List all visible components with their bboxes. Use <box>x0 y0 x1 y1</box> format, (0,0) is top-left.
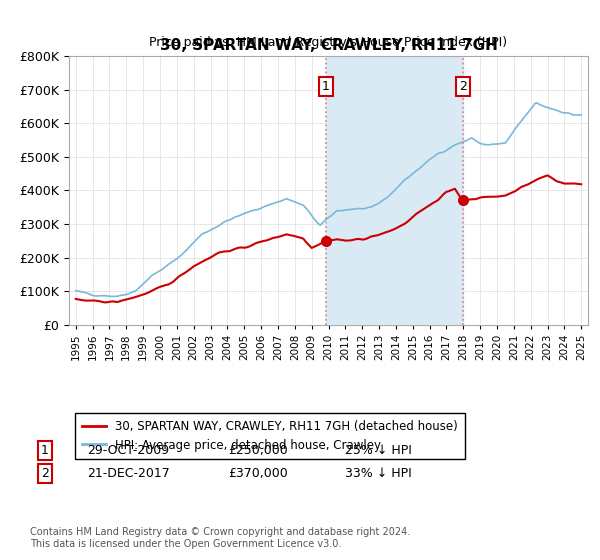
Text: 2: 2 <box>41 466 49 480</box>
Text: Contains HM Land Registry data © Crown copyright and database right 2024.
This d: Contains HM Land Registry data © Crown c… <box>30 527 410 549</box>
Title: 30, SPARTAN WAY, CRAWLEY, RH11 7GH: 30, SPARTAN WAY, CRAWLEY, RH11 7GH <box>160 39 497 53</box>
Legend: 30, SPARTAN WAY, CRAWLEY, RH11 7GH (detached house), HPI: Average price, detache: 30, SPARTAN WAY, CRAWLEY, RH11 7GH (deta… <box>75 413 465 459</box>
Text: £370,000: £370,000 <box>228 466 288 480</box>
Text: £250,000: £250,000 <box>228 444 288 458</box>
Text: 25% ↓ HPI: 25% ↓ HPI <box>345 444 412 458</box>
Bar <box>326 56 463 325</box>
Text: 33% ↓ HPI: 33% ↓ HPI <box>345 466 412 480</box>
Text: Price paid vs. HM Land Registry's House Price Index (HPI): Price paid vs. HM Land Registry's House … <box>149 36 508 49</box>
Text: 1: 1 <box>41 444 49 458</box>
Text: 29-OCT-2009: 29-OCT-2009 <box>87 444 169 458</box>
Text: 1: 1 <box>322 80 329 93</box>
Text: 2: 2 <box>459 80 467 93</box>
Text: 21-DEC-2017: 21-DEC-2017 <box>87 466 170 480</box>
